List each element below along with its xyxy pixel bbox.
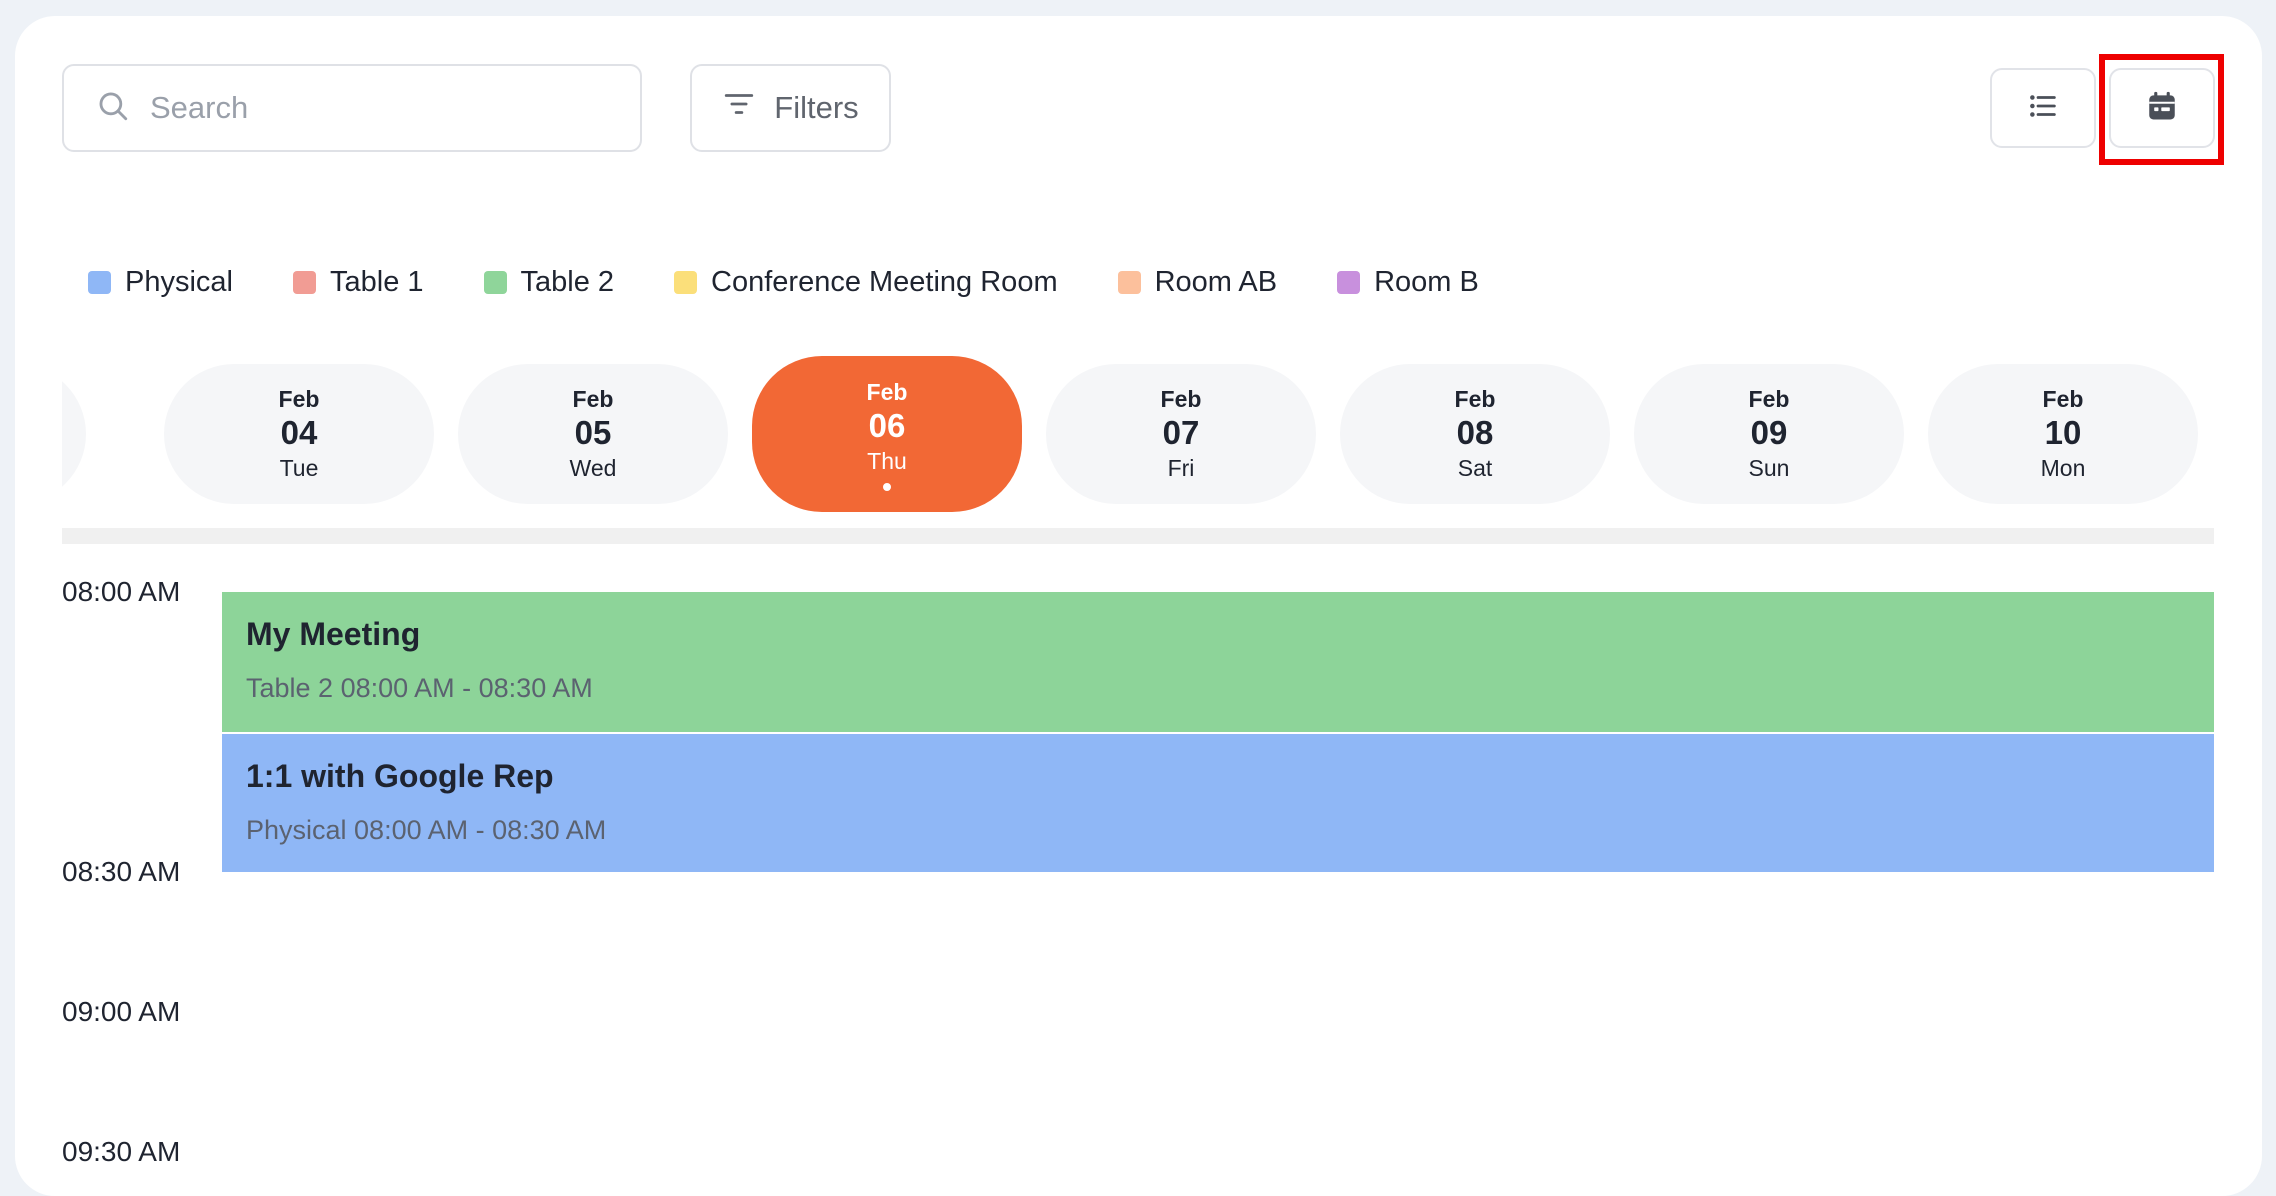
event-title: My Meeting: [246, 616, 421, 652]
legend-item-conference-room: Conference Meeting Room: [674, 266, 1058, 299]
event-details: Physical 08:00 AM - 08:30 AM: [246, 815, 607, 845]
day-pill[interactable]: Feb 09 Sun: [1634, 364, 1904, 504]
event-details: Table 2 08:00 AM - 08:30 AM: [246, 673, 593, 703]
day-weekday: Thu: [867, 448, 907, 474]
legend-label: Conference Meeting Room: [711, 266, 1058, 298]
event-block-my-meeting[interactable]: My Meeting Table 2 08:00 AM - 08:30 AM: [222, 592, 2214, 732]
list-icon: [2026, 89, 2060, 128]
time-label: 09:30 AM: [62, 1136, 181, 1167]
day-weekday: Wed: [569, 455, 617, 481]
time-label: 08:30 AM: [62, 856, 181, 887]
day-weekday: Fri: [1167, 455, 1195, 481]
day-weekday: Mon: [2040, 455, 2086, 481]
legend-item-table-1: Table 1: [293, 266, 424, 299]
legend-item-physical: Physical: [88, 266, 233, 299]
day-pill[interactable]: Feb 05 Wed: [458, 364, 728, 504]
day-pill-previous[interactable]: [62, 364, 86, 504]
legend-swatch: [1117, 271, 1141, 294]
legend-swatch: [88, 271, 111, 294]
resource-legend: Physical Table 1 Table 2 Conference Meet…: [88, 266, 1539, 299]
search-icon: [96, 89, 130, 128]
day-number: 05: [574, 414, 612, 451]
search-box[interactable]: [62, 64, 642, 152]
day-weekday: Sat: [1457, 455, 1493, 481]
day-month: Feb: [1748, 386, 1790, 412]
legend-label: Table 2: [520, 266, 615, 298]
legend-swatch: [1337, 271, 1361, 294]
filter-icon: [722, 87, 756, 129]
timeline-divider: [62, 528, 2214, 544]
event-title: 1:1 with Google Rep: [246, 758, 554, 794]
day-pill[interactable]: Feb 08 Sat: [1340, 364, 1610, 504]
day-month: Feb: [572, 386, 614, 412]
calendar-icon: [2145, 89, 2179, 128]
legend-swatch: [674, 271, 698, 294]
day-pill-selected[interactable]: Feb 06 Thu: [752, 356, 1022, 512]
day-number: 09: [1750, 414, 1788, 451]
event-block-google-rep[interactable]: 1:1 with Google Rep Physical 08:00 AM - …: [222, 734, 2214, 872]
day-number: 08: [1456, 414, 1494, 451]
time-label: 08:00 AM: [62, 576, 181, 607]
legend-label: Table 1: [330, 266, 424, 298]
day-selector: Feb 04 Tue Feb 05 Wed Feb 06 Thu Feb 07 …: [62, 352, 2214, 522]
day-number: 04: [280, 414, 318, 451]
day-pill[interactable]: Feb 04 Tue: [164, 364, 434, 504]
day-pill[interactable]: Feb 07 Fri: [1046, 364, 1316, 504]
day-month: Feb: [1160, 386, 1202, 412]
day-month: Feb: [1454, 386, 1496, 412]
day-weekday: Sun: [1748, 455, 1790, 481]
day-month: Feb: [866, 379, 908, 405]
legend-label: Room AB: [1154, 266, 1278, 298]
legend-label: Physical: [125, 266, 233, 298]
list-view-button[interactable]: [1990, 68, 2096, 148]
day-number: 06: [868, 407, 906, 444]
day-month: Feb: [2042, 386, 2084, 412]
day-month: Feb: [278, 386, 320, 412]
day-pill[interactable]: Feb 10 Mon: [1928, 364, 2198, 504]
search-input[interactable]: [150, 90, 590, 126]
legend-item-table-2: Table 2: [483, 266, 615, 299]
filters-label: Filters: [774, 90, 859, 125]
time-label: 09:00 AM: [62, 996, 181, 1027]
today-dot: [883, 483, 891, 491]
legend-item-room-ab: Room AB: [1117, 266, 1278, 299]
day-weekday: Tue: [279, 455, 319, 481]
legend-item-room-b: Room B: [1337, 266, 1479, 299]
legend-swatch: [483, 271, 507, 294]
legend-label: Room B: [1374, 266, 1479, 298]
filters-button[interactable]: Filters: [690, 64, 891, 152]
day-number: 10: [2044, 414, 2082, 451]
calendar-view-button[interactable]: [2109, 68, 2215, 148]
day-number: 07: [1162, 414, 1200, 451]
legend-swatch: [293, 271, 316, 294]
